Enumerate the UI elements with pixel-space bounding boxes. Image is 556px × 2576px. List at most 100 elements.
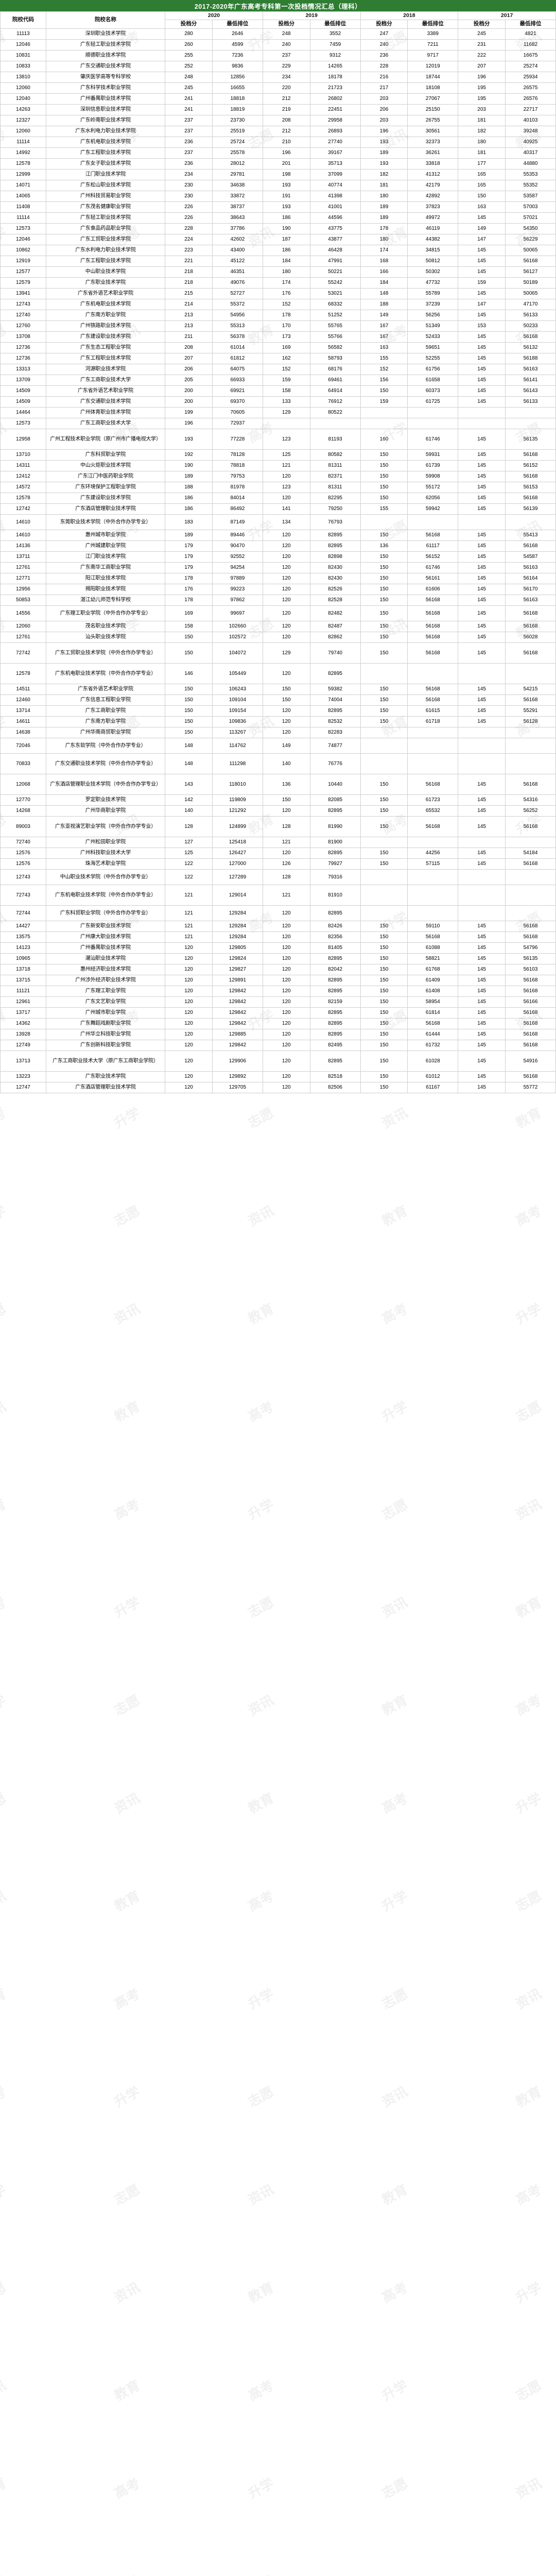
row-score-2020: 190 [165,460,213,471]
row-rank-2019: 81311 [309,482,361,493]
row-score-2018: 184 [360,277,408,289]
row-rank-2020: 55313 [212,320,263,332]
row-score-2018: 150 [360,584,408,595]
table-row: 13714 广东工商职业学院 150 109154 120 82895 150 61615 14… [0,705,556,717]
table-row: 12412 广东江门中医药职业学院 189 79753 120 82371 150 59908… [0,471,556,482]
row-code: 14071 [0,180,46,191]
watermark-text: 升学 [110,2571,143,2576]
row-rank-2017 [505,753,556,774]
row-rank-2018: 61167 [407,1082,459,1093]
row-score-2020: 192 [165,449,213,461]
row-code: 12068 [0,774,46,795]
table-row: 14509 广东省外语艺术职业学院 200 69921 158 64914 150 60373… [0,385,556,397]
row-rank-2019: 82430 [309,562,361,573]
row-score-2020: 200 [165,396,213,408]
row-rank-2020: 102572 [212,632,263,643]
row-code: 12040 [0,93,46,105]
row-rank-2020: 43400 [212,245,263,256]
row-score-2018: 228 [360,61,408,72]
row-rank-2019: 9312 [309,50,361,61]
table-header: 院校代码 院校名称 2020 2019 2018 2017 投档分 最低排位 投… [0,11,556,29]
row-rank-2020: 25519 [212,126,263,137]
table-row: 12919 广东工程职业技术学院 221 45122 184 47991 168 50812 1… [0,256,556,267]
row-score-2018: 150 [360,449,408,461]
row-rank-2020: 127289 [212,869,263,885]
row-score-2020: 179 [165,540,213,552]
table-row: 14123 广州番禺职业技术学院 120 129805 120 81405 150 61088… [0,942,556,954]
table-row: 13711 江门职业技术学院 179 92552 120 82898 150 56152 145… [0,551,556,563]
row-code: 14556 [0,605,46,621]
row-code: 12956 [0,584,46,595]
row-code: 13313 [0,364,46,375]
row-score-2020: 188 [165,482,213,493]
row-score-2019: 210 [262,137,310,148]
watermark-text: 高考 [111,1986,143,2012]
row-rank-2020: 129891 [212,975,263,986]
row-score-2018: 150 [360,774,408,795]
row-rank-2019: 82356 [309,931,361,943]
row-score-2019: 120 [262,471,310,482]
row-rank-2019: 41001 [309,201,361,213]
row-score-2017 [458,738,506,754]
row-rank-2018: 61012 [407,1071,459,1082]
row-rank-2019: 80522 [309,407,361,418]
row-school-name: 广东工贸职业技术学院 [45,234,166,245]
table-row: 14509 广东交通职业技术学院 200 69370 133 76912 159 61725 1… [0,396,556,408]
header-score-2020: 投档分 [165,20,213,29]
row-rank-2017: 26575 [505,82,556,94]
row-score-2018: 167 [360,331,408,343]
watermark-text: 资讯 [245,1692,276,1719]
row-score-2017: 145 [458,1029,506,1040]
row-rank-2020: 25578 [212,147,263,159]
row-score-2017: 159 [458,277,506,289]
row-rank-2018: 59110 [407,921,459,932]
table-row: 12743 中山职业技术学院（中外合作办学专业） 122 127289 128 79316 [0,869,556,885]
watermark-text: 志愿 [111,1202,143,1229]
row-score-2020: 169 [165,605,213,621]
row-school-name: 珠海艺术职业学院 [45,858,166,870]
row-score-2018: 150 [360,621,408,632]
header-rank-2017: 最低排位 [505,20,556,29]
watermark-text: 资讯 [111,1300,143,1327]
row-rank-2019: 69461 [309,375,361,386]
watermark-text: 高考 [379,1790,410,1817]
row-code: 13717 [0,1007,46,1019]
row-rank-2017: 56168 [505,1018,556,1029]
row-rank-2018 [407,753,459,774]
row-score-2017: 150 [458,191,506,202]
row-rank-2017: 54215 [505,684,556,695]
row-rank-2019: 82862 [309,632,361,643]
row-rank-2020: 90470 [212,540,263,552]
row-score-2018 [360,885,408,906]
row-code: 12999 [0,169,46,180]
table-row: 12460 广东信息工程职业学院 150 109104 150 74004 150 56168… [0,694,556,706]
watermark-text: 升学 [245,2475,276,2502]
row-score-2020: 150 [165,632,213,643]
row-rank-2019: 82895 [309,1007,361,1019]
row-school-name: 广东南方职业学院 [45,310,166,321]
table-row: 12999 江门职业技术学院 234 29781 198 37099 182 41312 165… [0,169,556,180]
table-row: 14263 深圳信息职业技术学院 241 18819 219 22451 206 25150 2… [0,104,556,115]
row-rank-2019: 14265 [309,61,361,72]
row-score-2019: 140 [262,753,310,774]
row-rank-2018: 25150 [407,104,459,115]
row-rank-2018: 36261 [407,147,459,159]
watermark-text: 高考 [0,2571,9,2576]
row-school-name: 广东酒店管理职业技术学院（中外合作办学专业） [45,774,166,795]
row-rank-2019: 82159 [309,996,361,1008]
row-score-2019: 120 [262,964,310,975]
row-score-2017: 145 [458,953,506,964]
row-score-2020: 248 [165,72,213,83]
row-code: 12576 [0,848,46,859]
row-score-2020: 120 [165,996,213,1008]
row-rank-2020: 84014 [212,493,263,504]
row-score-2017: 145 [458,288,506,299]
row-rank-2019: 58793 [309,353,361,364]
row-score-2017: 145 [458,705,506,717]
row-score-2019: 120 [262,1040,310,1051]
row-rank-2020: 87149 [212,514,263,530]
row-code: 12578 [0,493,46,504]
row-score-2019: 193 [262,180,310,191]
row-rank-2017: 56168 [505,493,556,504]
row-rank-2020: 69370 [212,396,263,408]
